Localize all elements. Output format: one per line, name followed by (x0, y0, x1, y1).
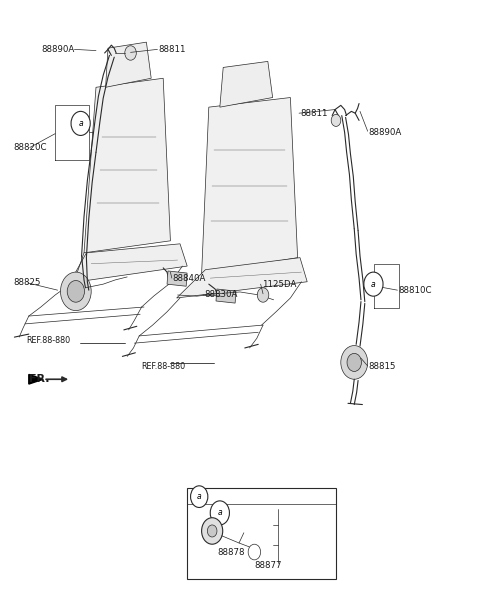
Text: 88815: 88815 (369, 362, 396, 370)
Text: 88877: 88877 (254, 562, 282, 570)
Polygon shape (70, 244, 187, 283)
Polygon shape (202, 98, 298, 274)
Bar (167, 271, 187, 286)
Circle shape (257, 288, 269, 302)
Text: a: a (371, 280, 376, 288)
Text: 88830A: 88830A (204, 291, 238, 299)
Text: REF.88-880: REF.88-880 (142, 362, 186, 370)
Text: 88810C: 88810C (398, 286, 432, 294)
Polygon shape (106, 42, 151, 87)
Circle shape (207, 525, 217, 537)
Text: 88878: 88878 (217, 548, 245, 556)
Text: 88811: 88811 (300, 109, 327, 117)
Circle shape (341, 346, 368, 379)
Polygon shape (29, 374, 43, 384)
Text: a: a (78, 119, 83, 128)
Circle shape (210, 501, 229, 525)
Circle shape (364, 272, 383, 296)
Text: REF.88-880: REF.88-880 (26, 336, 71, 344)
Circle shape (60, 272, 91, 311)
Bar (216, 289, 236, 303)
Text: FR.: FR. (29, 374, 49, 384)
Circle shape (191, 486, 208, 507)
Circle shape (67, 281, 84, 302)
Text: 88890A: 88890A (369, 128, 402, 137)
Polygon shape (220, 61, 273, 107)
Circle shape (202, 518, 223, 544)
Text: 88840A: 88840A (173, 274, 206, 282)
Text: 88811: 88811 (158, 45, 186, 54)
Text: 88825: 88825 (13, 279, 41, 287)
Circle shape (347, 353, 361, 371)
Circle shape (71, 111, 90, 135)
Circle shape (248, 544, 261, 560)
Polygon shape (84, 78, 170, 253)
Bar (187, 488, 336, 579)
Text: a: a (217, 509, 222, 517)
Text: 1125DA: 1125DA (262, 280, 296, 288)
Text: a: a (197, 492, 202, 501)
Text: 88820C: 88820C (13, 143, 47, 152)
Text: 88890A: 88890A (41, 45, 74, 54)
Polygon shape (177, 258, 307, 298)
Circle shape (331, 114, 341, 126)
Circle shape (125, 46, 136, 60)
